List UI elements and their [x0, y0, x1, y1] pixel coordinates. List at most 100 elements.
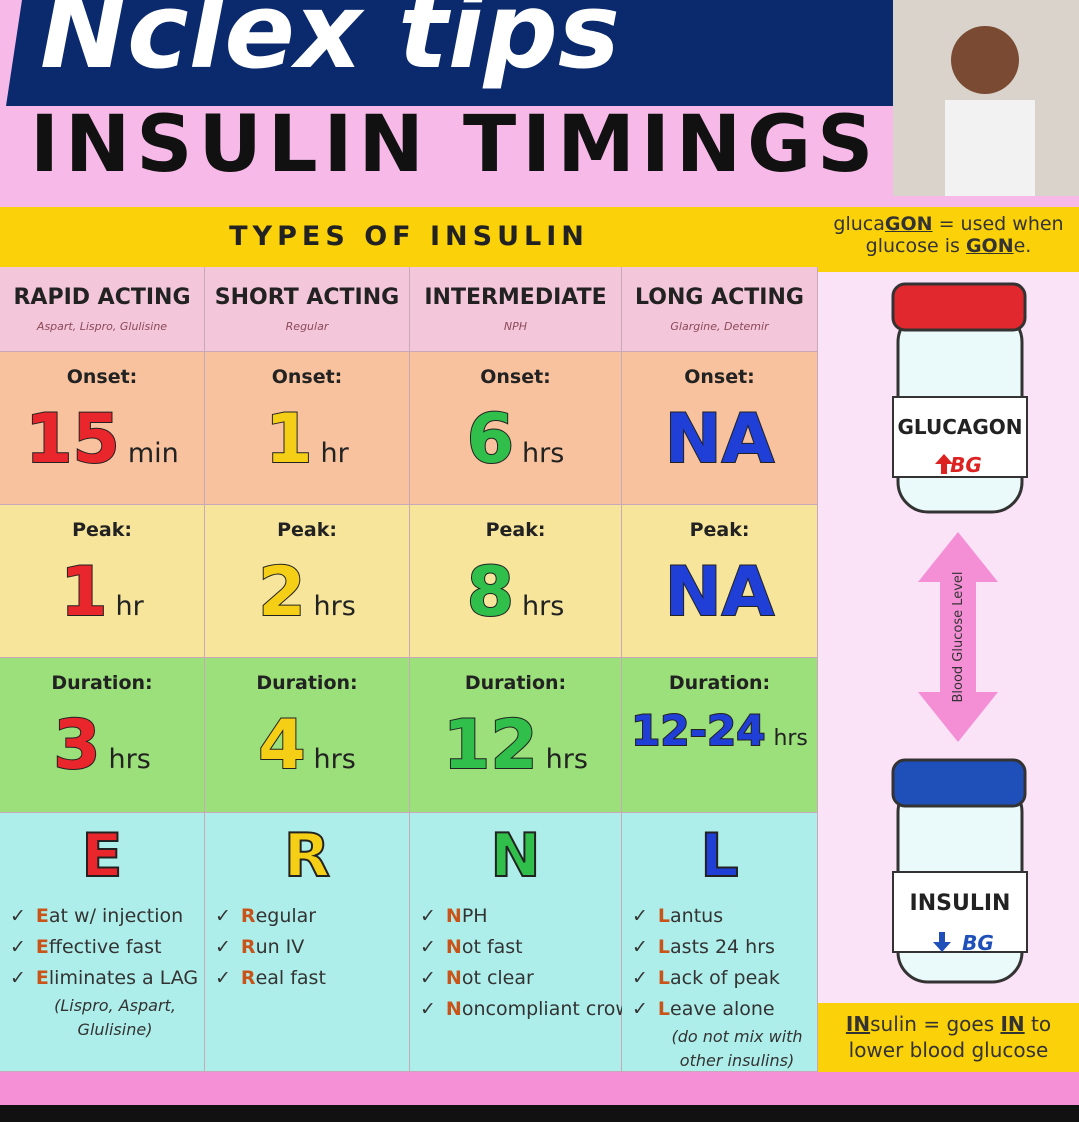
- peak-value-line: 1 hr: [0, 552, 204, 633]
- mnemonic-cell: NNPHNot fastNot clearNoncompliant crowd: [410, 813, 643, 1072]
- mnemonic-letter: N: [489, 820, 541, 892]
- bullet-text: PH: [461, 905, 488, 927]
- bullet-lead: N: [445, 967, 462, 989]
- bottom-strip: [0, 1072, 1079, 1105]
- mnemonic-bullet: Lasts 24 hrs: [632, 932, 807, 963]
- up-arrow: [935, 454, 953, 474]
- bottom-bar: [0, 1105, 1079, 1122]
- vial-cap: [891, 282, 1027, 332]
- bullet-text: ack of peak: [670, 967, 780, 989]
- vial-arrow-text: BG: [962, 931, 994, 955]
- type-name: SHORT ACTING: [214, 285, 400, 310]
- bullet-text: un IV: [255, 936, 305, 958]
- peak-unit: hrs: [313, 591, 356, 622]
- duration-unit: hrs: [545, 744, 588, 775]
- note-run: IN: [845, 1012, 871, 1036]
- bullet-lead: E: [35, 967, 49, 989]
- bullet-text: antus: [670, 905, 724, 927]
- peak-label: Peak:: [277, 519, 337, 541]
- bullet-lead: E: [35, 936, 49, 958]
- bullet-text: ot clear: [461, 967, 534, 989]
- duration-value: 12: [442, 705, 539, 786]
- note-run: GON: [884, 213, 933, 235]
- duration-value-line: 4 hrs: [205, 705, 409, 786]
- note-run: to lower blood glucose: [848, 1012, 1052, 1062]
- vial-arrow-text: BG: [950, 453, 982, 477]
- mnemonic-bullet: Not clear: [420, 963, 611, 994]
- peak-value-line: NA: [622, 552, 817, 633]
- duration-cell: Duration: 12 hrs: [410, 658, 622, 813]
- down-arrow: [933, 932, 951, 952]
- duration-label: Duration:: [51, 672, 153, 694]
- onset-value-line: 1 hr: [205, 399, 409, 480]
- peak-cell: Peak: 2 hrs: [205, 505, 410, 658]
- peak-value-line: 8 hrs: [410, 552, 621, 633]
- onset-label: Onset:: [480, 366, 551, 388]
- onset-unit: hr: [320, 438, 349, 469]
- onset-unit: hrs: [522, 438, 565, 469]
- peak-cell: Peak: 1 hr: [0, 505, 205, 658]
- bullet-lead: L: [657, 967, 671, 989]
- duration-value-line: 3 hrs: [0, 705, 204, 786]
- onset-value: 1: [264, 399, 313, 480]
- banner-graphic: [6, 0, 1079, 196]
- note-run: e.: [1013, 235, 1032, 257]
- onset-cell: Onset: NA: [622, 352, 818, 505]
- duration-value-line: 12-24 hrs: [622, 705, 817, 756]
- bullet-text: ot fast: [461, 936, 523, 958]
- bullet-lead: R: [240, 936, 256, 958]
- mnemonic-letter: L: [699, 820, 739, 892]
- onset-value-line: NA: [622, 399, 817, 480]
- vial-label: [892, 396, 1028, 478]
- type-name: RAPID ACTING: [13, 285, 191, 310]
- banner-bg: [6, 0, 910, 106]
- onset-value-line: 15 min: [0, 399, 204, 480]
- mnemonic-bullet: NPH: [420, 901, 611, 932]
- bullet-text: asts 24 hrs: [670, 936, 775, 958]
- onset-value-line: 6 hrs: [410, 399, 621, 480]
- onset-value: 15: [24, 399, 121, 480]
- note-run: gluca: [833, 213, 885, 235]
- peak-label: Peak:: [485, 519, 546, 541]
- bullet-lead: R: [240, 905, 256, 927]
- mnemonic-bullet: Lack of peak: [632, 963, 807, 994]
- onset-cell: Onset: 15 min: [0, 352, 205, 505]
- heading: INSULIN TIMINGS: [30, 100, 880, 190]
- peak-unit: hrs: [522, 591, 565, 622]
- mnemonic-bullet: Effective fast: [10, 932, 194, 963]
- peak-cell: Peak: NA: [622, 505, 818, 658]
- duration-label: Duration:: [668, 672, 771, 694]
- type-name: LONG ACTING: [635, 285, 804, 310]
- double-arrow: [918, 532, 998, 742]
- peak-value: 2: [257, 552, 306, 633]
- mnemonic-letter: E: [81, 820, 124, 892]
- bullet-text: oncompliant crowd: [461, 998, 643, 1020]
- onset-value: NA: [664, 399, 776, 480]
- bullet-lead: L: [657, 998, 671, 1020]
- bullet-lead: N: [445, 905, 462, 927]
- vial-cap: [891, 758, 1027, 808]
- type-name: INTERMEDIATE: [424, 285, 607, 310]
- banner-title: Nclex tips: [40, 0, 620, 92]
- mnemonic-letter: R: [283, 820, 331, 892]
- glucagon-note: glucaGON = used when glucose is GONe.: [818, 207, 1079, 272]
- mnemonic-bullet: Run IV: [215, 932, 399, 963]
- mnemonic-cell: RRegularRun IVReal fast: [205, 813, 410, 1072]
- duration-cell: Duration: 3 hrs: [0, 658, 205, 813]
- duration-label: Duration:: [256, 672, 358, 694]
- peak-value: NA: [664, 552, 776, 633]
- onset-label: Onset:: [684, 366, 755, 388]
- vial-label: [892, 871, 1028, 953]
- photo-body: [945, 100, 1035, 196]
- onset-value: 6: [466, 399, 515, 480]
- duration-value-line: 12 hrs: [410, 705, 621, 786]
- mnemonic-cell: EEat w/ injectionEffective fastEliminate…: [0, 813, 205, 1072]
- type-cell: SHORT ACTING Regular: [205, 267, 410, 352]
- mnemonic-note: (Lispro, Aspart, Glulisine): [54, 996, 176, 1039]
- onset-cell: Onset: 6 hrs: [410, 352, 622, 505]
- mnemonic-bullet: Noncompliant crowd: [420, 994, 643, 1025]
- peak-cell: Peak: 8 hrs: [410, 505, 622, 658]
- bullet-lead: L: [657, 905, 671, 927]
- vial-label-text: GLUCAGON: [898, 415, 1023, 439]
- type-cell: INTERMEDIATE NPH: [410, 267, 622, 352]
